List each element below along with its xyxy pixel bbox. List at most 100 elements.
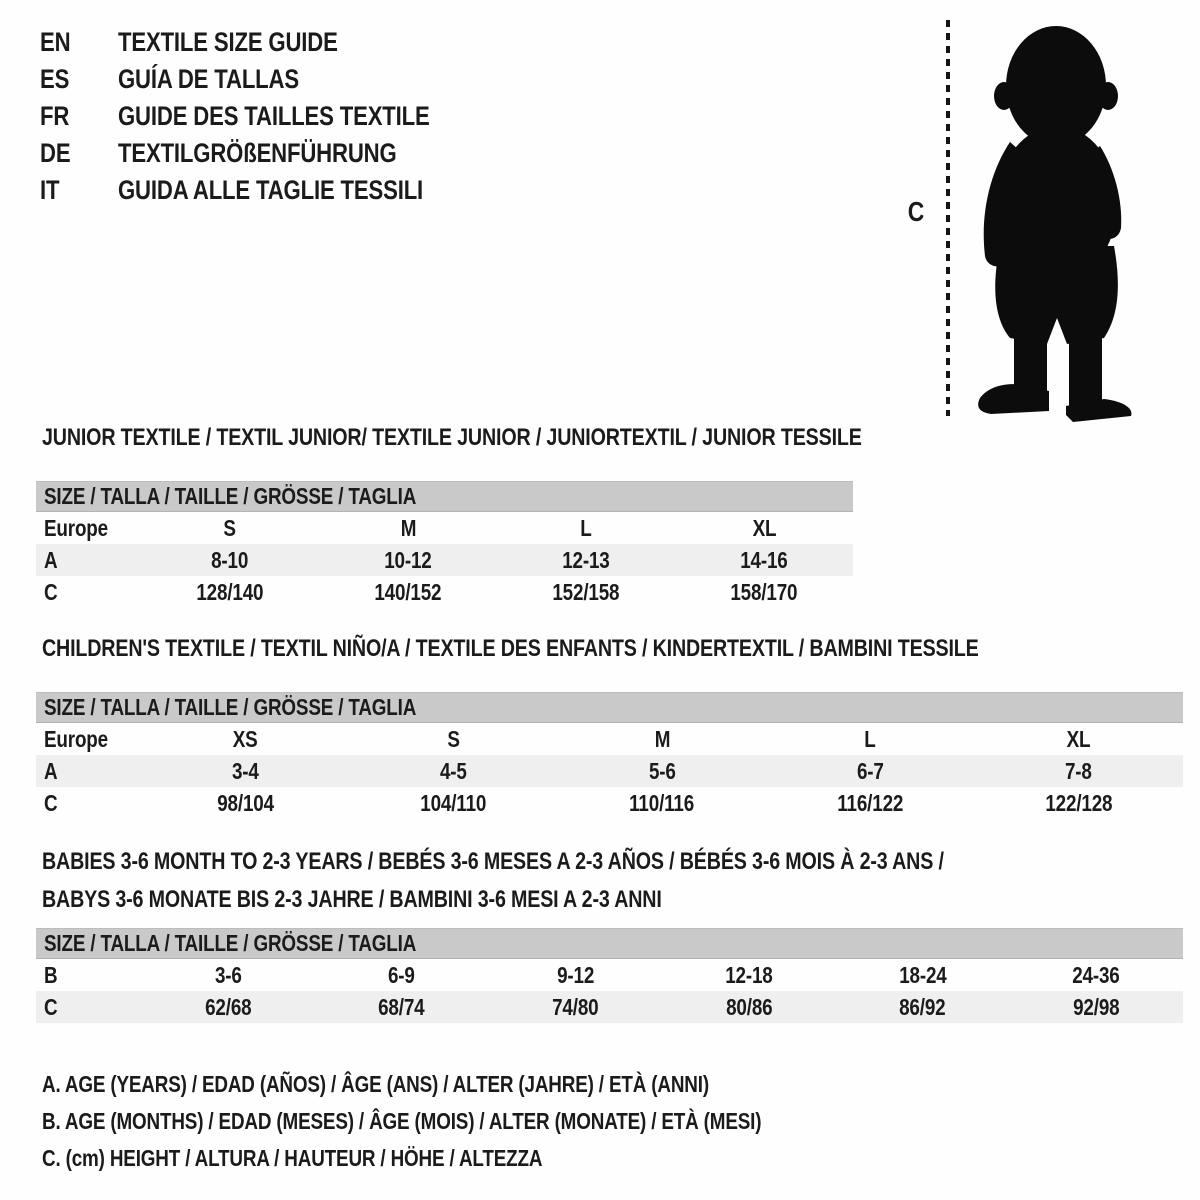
table-cell: 92/98 [1072,993,1120,1020]
size-table: SIZE / TALLA / TAILLE / GRÖSSE / TAGLIA … [36,928,1183,1023]
table-row: Europe XS S M L XL [36,723,1183,755]
table-cell: S [447,725,460,752]
table-cell: 4-5 [440,757,467,784]
table-cell: 68/74 [378,993,425,1020]
language-row: DE TEXTILGRÖßENFÜHRUNG [40,135,498,172]
table-cell: 12-18 [725,961,773,988]
table-cell: 86/92 [899,993,946,1020]
table-row: A 8-10 10-12 12-13 14-16 [36,544,853,576]
table-row: Europe S M L XL [36,512,853,544]
table-cell: 158/170 [730,578,798,605]
language-code: EN [40,27,71,57]
table-title: CHILDREN'S TEXTILE / TEXTIL NIÑO/A / TEX… [36,636,1183,662]
table-title-line: CHILDREN'S TEXTILE / TEXTIL NIÑO/A / TEX… [42,635,979,662]
table-cell: 98/104 [216,789,274,816]
language-row: IT GUIDA ALLE TAGLIE TESSILI [40,172,498,209]
language-row: FR GUIDE DES TAILLES TEXTILE [40,98,498,135]
table-cell: 104/110 [420,789,487,816]
table-cell: 110/116 [629,789,695,816]
toddler-silhouette-icon [978,26,1132,422]
babies-size-section: BABIES 3-6 MONTH TO 2-3 YEARS / BEBÉS 3-… [36,843,1183,1023]
language-code: IT [40,175,60,205]
language-code: FR [40,101,70,131]
table-cell: M [654,725,670,752]
table-cell: XS [232,725,258,752]
table-cell: 9-12 [556,961,594,988]
table-title: JUNIOR TEXTILE / TEXTIL JUNIOR/ TEXTILE … [36,424,862,451]
table-cell: 5-6 [648,757,676,784]
guide-title: GUIDE DES TAILLES TEXTILE [118,101,430,131]
footnote-line: C. (cm) HEIGHT / ALTURA / HAUTEUR / HÖHE… [42,1140,919,1177]
table-cell: 152/158 [552,578,620,605]
row-label: A [44,757,58,784]
guide-title: GUIDA ALLE TAGLIE TESSILI [118,175,424,205]
table-rows: Europe XS S M L XL A 3-4 4-5 5-6 6-7 7-8 C 98/104 104/… [36,723,1183,819]
table-cell: M [400,514,416,541]
table-row: C 62/68 68/74 74/80 80/86 86/92 92/98 [36,991,1183,1023]
table-cell: 10-12 [384,546,432,573]
table-row: C 128/140 140/152 152/158 158/170 [36,576,853,608]
measure-c-label: C [907,196,925,227]
table-cell: 116/122 [837,789,904,816]
language-code: ES [40,64,70,94]
table-header-bar: SIZE / TALLA / TAILLE / GRÖSSE / TAGLIA [36,928,1183,959]
language-row: EN TEXTILE SIZE GUIDE [40,24,498,61]
table-header-label: SIZE / TALLA / TAILLE / GRÖSSE / TAGLIA [44,694,417,720]
language-row: ES GUÍA DE TALLAS [40,61,498,98]
table-cell: 6-9 [388,961,415,988]
row-label: Europe [44,514,108,541]
table-cell: 122/128 [1045,789,1113,816]
table-title-line: BABYS 3-6 MONATE BIS 2-3 JAHRE / BAMBINI… [42,886,662,913]
dashed-measure-line [946,20,950,416]
table-cell: 24-36 [1072,961,1120,988]
table-cell: 3-4 [231,757,259,784]
junior-size-section: JUNIOR TEXTILE / TEXTIL JUNIOR/ TEXTILE … [36,424,862,608]
table-cell: 8-10 [211,546,249,573]
table-cell: 80/86 [725,993,773,1020]
legend-footnotes: A. AGE (YEARS) / EDAD (AÑOS) / ÂGE (ANS)… [42,1066,919,1177]
language-code: DE [40,138,71,168]
row-label: Europe [44,725,108,752]
table-title: BABIES 3-6 MONTH TO 2-3 YEARS / BEBÉS 3-… [36,843,1183,919]
height-measure-figure: C [900,0,1200,440]
footnote-line: A. AGE (YEARS) / EDAD (AÑOS) / ÂGE (ANS)… [42,1066,919,1103]
table-header-bar: SIZE / TALLA / TAILLE / GRÖSSE / TAGLIA [36,692,1183,723]
table-cell: S [223,514,237,541]
guide-title: GUÍA DE TALLAS [118,64,299,94]
table-cell: 18-24 [898,961,947,988]
row-label: C [44,789,58,816]
table-cell: L [580,514,592,541]
table-cell: 74/80 [551,993,599,1020]
table-rows: Europe S M L XL A 8-10 10-12 12-13 14-16 C 128/140 1… [36,512,853,608]
table-header-label: SIZE / TALLA / TAILLE / GRÖSSE / TAGLIA [44,930,417,956]
row-label: B [44,961,58,988]
footnote-text: C. (cm) HEIGHT / ALTURA / HAUTEUR / HÖHE… [42,1145,543,1171]
table-cell: 12-13 [562,546,610,573]
table-cell: 14-16 [740,546,788,573]
table-cell: 128/140 [196,578,264,605]
footnote-text: B. AGE (MONTHS) / EDAD (MESES) / ÂGE (MO… [42,1108,762,1134]
table-row: B 3-6 6-9 9-12 12-18 18-24 24-36 [36,959,1183,991]
table-cell: 7-8 [1065,757,1093,784]
row-label: C [44,578,58,605]
table-cell: XL [752,514,776,541]
table-cell: L [864,725,877,752]
table-row: A 3-4 4-5 5-6 6-7 7-8 [36,755,1183,787]
table-cell: 6-7 [857,757,884,784]
row-label: A [44,546,58,573]
table-header-label: SIZE / TALLA / TAILLE / GRÖSSE / TAGLIA [44,483,417,509]
row-label: C [44,993,58,1020]
table-header-bar: SIZE / TALLA / TAILLE / GRÖSSE / TAGLIA [36,481,853,512]
table-cell: XL [1066,725,1091,752]
size-table: SIZE / TALLA / TAILLE / GRÖSSE / TAGLIA … [36,692,1183,819]
language-title-list: EN TEXTILE SIZE GUIDE ES GUÍA DE TALLAS … [40,24,498,209]
footnote-line: B. AGE (MONTHS) / EDAD (MESES) / ÂGE (MO… [42,1103,919,1140]
table-row: C 98/104 104/110 110/116 116/122 122/128 [36,787,1183,819]
table-cell: 62/68 [204,993,252,1020]
table-cell: 3-6 [214,961,242,988]
size-table: SIZE / TALLA / TAILLE / GRÖSSE / TAGLIA … [36,481,853,608]
table-cell: 140/152 [374,578,442,605]
table-title-line: JUNIOR TEXTILE / TEXTIL JUNIOR/ TEXTILE … [42,424,862,451]
table-rows: B 3-6 6-9 9-12 12-18 18-24 24-36 C 62/68 68/74 74/… [36,959,1183,1023]
